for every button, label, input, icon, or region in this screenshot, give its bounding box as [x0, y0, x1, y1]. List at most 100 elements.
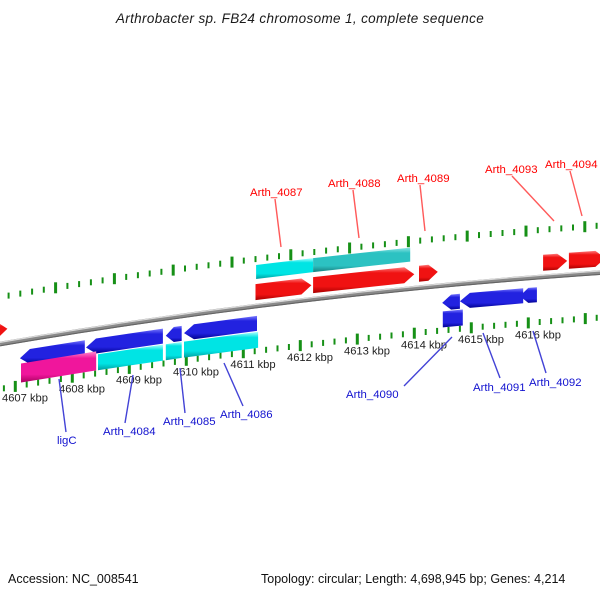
ruler-tick-upper [430, 236, 433, 243]
ruler-label-4611kbp: 4611 kbp [230, 359, 275, 371]
gene-glyph-bb4[interactable] [184, 331, 259, 358]
gene-label-Arth_4086[interactable]: Arth_4086 [220, 409, 273, 421]
leader-line-Arth_4093 [511, 175, 555, 222]
ruler-tick-lower [241, 347, 245, 359]
ruler-tick-lower [310, 341, 313, 348]
ruler-tick-upper [171, 264, 175, 276]
ruler-tick-lower [298, 340, 302, 352]
ruler-tick-upper [325, 247, 328, 254]
leader-line-Arth_4091 [482, 332, 501, 379]
ruler-tick-lower [253, 348, 256, 355]
ruler-tick-lower [515, 320, 518, 327]
ruler-tick-upper [513, 229, 516, 236]
ruler-tick-upper [31, 288, 34, 295]
ruler-tick-upper [395, 239, 398, 246]
leader-line-Arth_4089 [419, 184, 426, 232]
leader-line-ligC [58, 378, 67, 433]
gene-label-Arth_4085[interactable]: Arth_4085 [163, 416, 216, 428]
ruler-label-4609kbp: 4609 kbp [116, 375, 162, 387]
gene-label-Arth_4091[interactable]: Arth_4091 [473, 382, 526, 394]
gene-glyph-Arth_4086[interactable] [184, 315, 257, 340]
gene-glyph-Arth_4089[interactable] [419, 264, 438, 282]
ruler-tick-lower [59, 376, 62, 382]
gene-glyph-b2[interactable] [313, 247, 411, 273]
ruler-tick-lower [424, 329, 427, 335]
ruler-tick-upper [54, 282, 58, 294]
gene-glyph-ligC[interactable] [19, 340, 85, 364]
gene-glyph-bb2[interactable] [98, 344, 163, 371]
gene-glyph-r1[interactable] [442, 309, 463, 328]
gene-glyph-Arth_4093[interactable] [543, 253, 568, 271]
ruler-tick-lower [561, 317, 564, 324]
ruler-tick-lower [333, 338, 336, 345]
ruler-tick-upper [242, 257, 245, 264]
ruler-tick-upper [230, 256, 234, 268]
ruler-tick-upper [219, 260, 222, 267]
ruler-tick-upper [406, 236, 410, 248]
ruler-tick-upper [19, 290, 22, 297]
gene-glyph-bb3[interactable] [165, 341, 182, 361]
ruler-tick-lower [37, 379, 40, 386]
leader-line-Arth_4085 [179, 367, 186, 414]
ruler-tick-upper [560, 225, 563, 232]
ruler-tick-lower [196, 355, 199, 362]
gene-glyph-bb1[interactable] [21, 351, 97, 383]
gene-glyph-Arth_4084[interactable] [86, 328, 163, 354]
ruler-tick-upper [572, 224, 574, 231]
ruler-tick-upper [78, 281, 81, 288]
leader-line-Arth_4084 [124, 374, 134, 424]
ruler-tick-lower [390, 332, 393, 339]
ruler-tick-lower [379, 333, 382, 340]
gene-glyph-f1[interactable] [0, 322, 8, 340]
gene-label-Arth_4093[interactable]: Arth_4093 [485, 164, 538, 176]
ruler-tick-lower [412, 327, 416, 339]
ruler-tick-upper [42, 286, 45, 293]
ruler-tick-upper [336, 246, 339, 253]
ruler-tick-upper [266, 254, 269, 261]
ruler-tick-lower [436, 327, 439, 334]
ruler-tick-upper [501, 230, 504, 236]
ruler-tick-upper [112, 273, 116, 285]
gene-label-Arth_4088[interactable]: Arth_4088 [328, 178, 381, 190]
ruler-tick-lower [25, 381, 28, 388]
ruler-tick-lower [469, 322, 473, 334]
gene-glyph-Arth_4090[interactable] [442, 293, 460, 310]
gene-glyph-Arth_4088[interactable] [313, 267, 415, 294]
ruler-tick-upper [301, 250, 304, 257]
ruler-tick-upper [442, 235, 445, 242]
gene-glyph-Arth_4091[interactable] [459, 288, 524, 308]
ruler-tick-upper [348, 242, 352, 254]
ruler-tick-lower [276, 345, 279, 352]
ruler-tick-upper [136, 272, 139, 279]
gene-label-Arth_4094[interactable]: Arth_4094 [545, 159, 598, 171]
gene-glyph-Arth_4087[interactable] [255, 278, 312, 301]
ruler-tick-lower [504, 321, 507, 328]
ruler-tick-upper [360, 243, 363, 250]
ruler-tick-lower [401, 331, 404, 338]
gene-label-Arth_4089[interactable]: Arth_4089 [397, 173, 450, 185]
ruler-label-4615kbp: 4615 kbp [458, 334, 504, 346]
gene-glyph-Arth_4092[interactable] [519, 287, 537, 303]
gene-glyph-Arth_4085[interactable] [165, 325, 182, 342]
ruler-tick-lower [526, 317, 530, 329]
gene-label-Arth_4092[interactable]: Arth_4092 [529, 377, 582, 389]
ruler-tick-lower [344, 337, 347, 344]
ruler-tick-lower [105, 368, 108, 375]
gene-glyph-b1[interactable] [256, 258, 314, 279]
ruler-label-4607kbp: 4607 kbp [2, 393, 48, 405]
ruler-tick-lower [367, 334, 370, 341]
gene-label-Arth_4090[interactable]: Arth_4090 [346, 389, 399, 401]
gene-label-ligC[interactable]: ligC [57, 435, 77, 447]
page-title: Arthrobacter sp. FB24 chromosome 1, comp… [115, 11, 485, 26]
gene-glyph-Arth_4094[interactable] [568, 250, 600, 269]
ruler-tick-upper [160, 268, 163, 275]
gene-label-Arth_4087[interactable]: Arth_4087 [250, 187, 303, 199]
gene-label-Arth_4084[interactable]: Arth_4084 [103, 426, 156, 438]
ruler-tick-lower [184, 354, 188, 366]
ruler-tick-lower [219, 352, 222, 359]
sequence-axis-highlight [0, 270, 600, 343]
ruler-tick-lower [481, 323, 484, 330]
ruler-tick-upper [383, 241, 386, 248]
ruler-tick-lower [458, 325, 461, 332]
ruler-tick-upper [524, 225, 528, 237]
